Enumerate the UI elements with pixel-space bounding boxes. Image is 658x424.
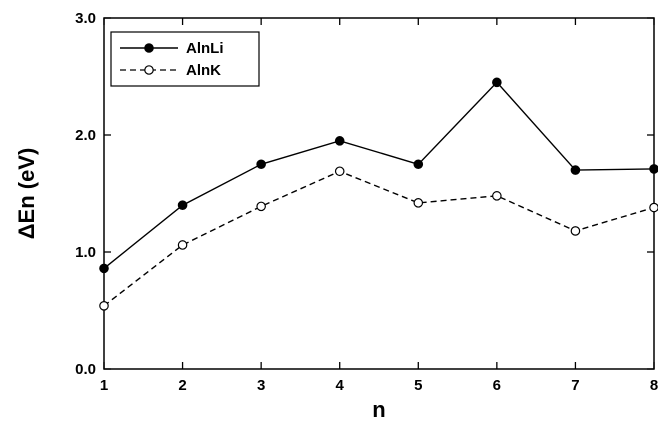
legend-marker-alnli xyxy=(144,43,154,53)
x-tick-label: 2 xyxy=(178,377,186,394)
legend-box xyxy=(110,31,260,87)
series-0-point xyxy=(413,159,424,170)
series-1-point xyxy=(99,301,109,311)
y-tick-label: 1.0 xyxy=(75,244,96,261)
x-axis-title: n xyxy=(372,397,385,422)
x-tick-label: 7 xyxy=(571,377,579,394)
legend-label-alnk: AlnK xyxy=(186,62,221,79)
series-0-point xyxy=(256,159,266,170)
x-tick-label: 1 xyxy=(100,377,108,394)
series-1-point xyxy=(649,202,658,213)
series-layer xyxy=(99,77,658,311)
x-tick-label: 3 xyxy=(257,377,265,394)
y-tick-label: 3.0 xyxy=(75,10,96,27)
series-line-1 xyxy=(103,170,655,307)
x-tick-label: 4 xyxy=(336,377,345,394)
x-tick-label: 5 xyxy=(414,377,422,394)
series-1-point xyxy=(413,198,424,208)
series-line-0 xyxy=(103,81,655,269)
x-tick-label: 6 xyxy=(493,377,501,394)
series-1-point xyxy=(570,226,581,236)
series-0-point xyxy=(334,136,345,146)
y-axis-title: ΔEn (eV) xyxy=(14,148,39,240)
y-tick-label: 0.0 xyxy=(75,361,96,378)
series-0-point xyxy=(99,263,109,274)
series-0-point xyxy=(570,165,581,175)
plot-frame xyxy=(103,17,655,370)
y-axis-ticks: 0.0 1.0 2.0 3.0 xyxy=(75,10,654,378)
x-tick-label: 8 xyxy=(650,377,658,394)
series-0-point xyxy=(177,200,188,210)
series-1-point xyxy=(492,191,502,201)
series-1-point xyxy=(256,201,266,212)
legend: AlnLi AlnK xyxy=(110,31,260,87)
y-tick-label: 2.0 xyxy=(75,127,96,144)
legend-label-alnli: AlnLi xyxy=(186,40,224,57)
legend-marker-alnk xyxy=(144,65,154,75)
x-axis-ticks: 1 2 3 4 5 6 7 8 xyxy=(100,18,658,394)
series-1-point xyxy=(177,240,188,250)
series-0-point xyxy=(492,77,502,88)
series-1-point xyxy=(334,166,345,177)
series-0-point xyxy=(649,164,658,174)
